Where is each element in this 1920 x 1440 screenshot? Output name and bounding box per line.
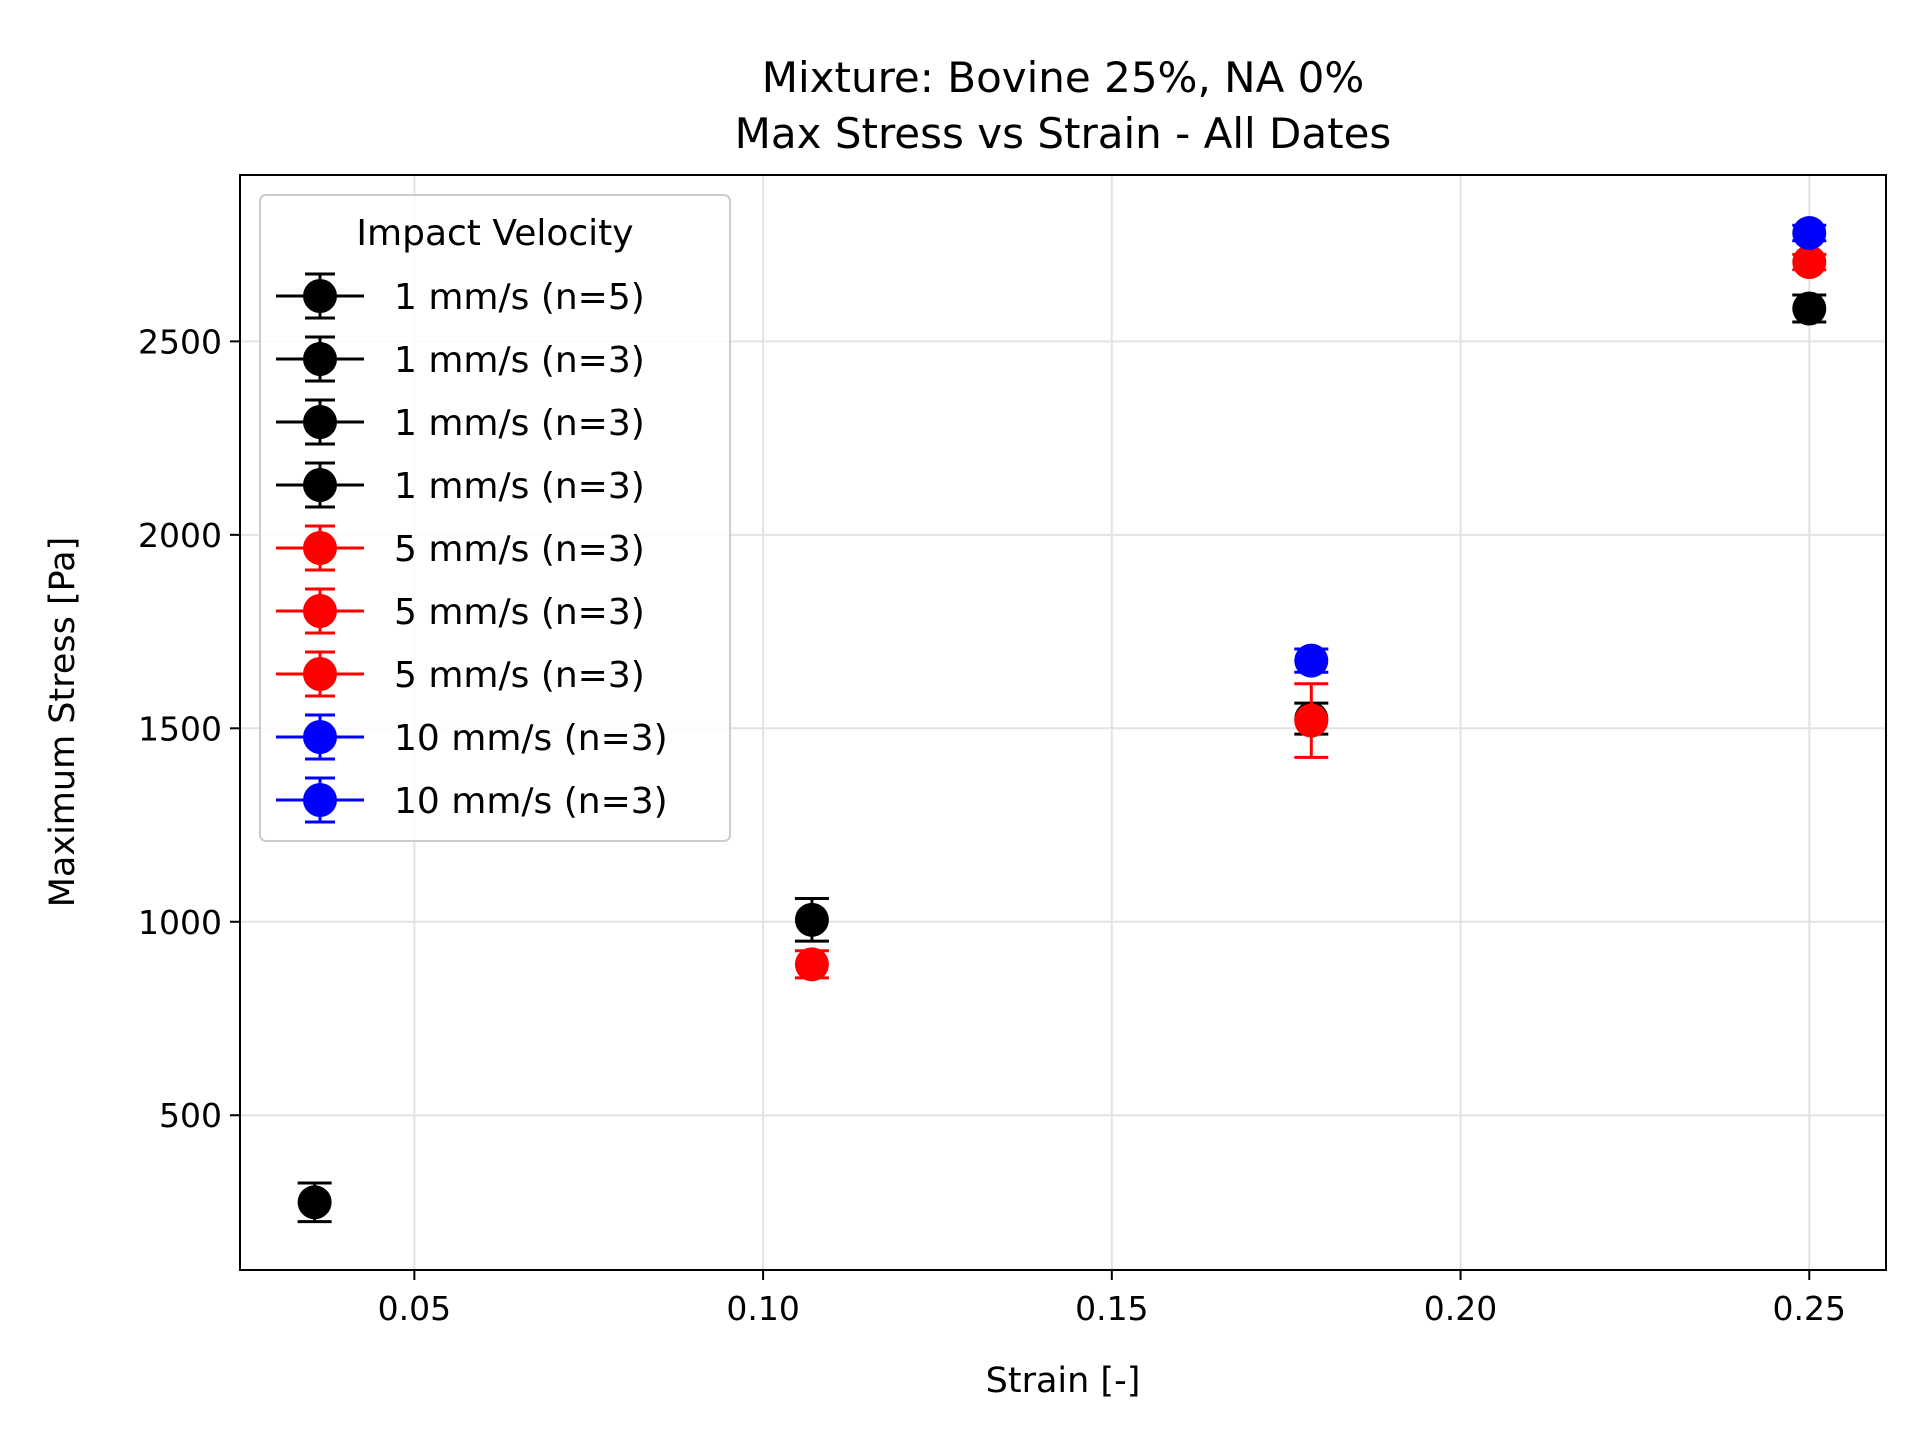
x-axis-label: Strain [-] <box>986 1361 1141 1401</box>
legend-marker <box>303 783 337 817</box>
x-tick-label: 0.15 <box>1075 1289 1148 1328</box>
data-point <box>1294 643 1329 678</box>
legend-marker <box>303 279 337 313</box>
legend-item: 1 mm/s (n=5) <box>276 272 645 320</box>
grid <box>240 175 1886 1270</box>
x-tick-label: 0.05 <box>378 1289 451 1328</box>
data-point <box>297 1185 332 1220</box>
data-point <box>1792 245 1827 280</box>
legend-label: 1 mm/s (n=3) <box>394 466 645 507</box>
y-tick-label: 500 <box>159 1096 222 1135</box>
legend-label: 5 mm/s (n=3) <box>394 655 645 696</box>
y-axis-ticks: 500 1000 1500 2000 2500 <box>138 322 240 1135</box>
y-axis-label: Maximum Stress [Pa] <box>43 537 83 908</box>
legend-label: 10 mm/s (n=3) <box>394 781 668 822</box>
y-tick-label: 1500 <box>138 709 222 748</box>
x-tick-label: 0.20 <box>1424 1289 1497 1328</box>
data-point <box>1792 216 1827 251</box>
legend: Impact Velocity 1 mm/s (n=5) 1 mm/s (n=3)… <box>259 194 731 842</box>
legend-marker <box>303 531 337 565</box>
legend-items: 1 mm/s (n=5) 1 mm/s (n=3) 1 mm/s (n=3) 1 mm… <box>276 272 668 824</box>
y-tick-label: 2500 <box>138 322 222 361</box>
data-point <box>794 902 829 937</box>
legend-item: 5 mm/s (n=3) <box>276 587 645 635</box>
plot-frame <box>239 174 1887 1271</box>
y-tick-label: 1000 <box>138 903 222 942</box>
x-tick-label: 0.10 <box>726 1289 799 1328</box>
legend-item: 1 mm/s (n=3) <box>276 461 645 509</box>
legend-item: 10 mm/s (n=3) <box>276 776 668 824</box>
legend-marker <box>303 720 337 754</box>
legend-label: 10 mm/s (n=3) <box>394 718 668 759</box>
x-tick-label: 0.25 <box>1773 1289 1846 1328</box>
x-axis-ticks: 0.05 0.10 0.15 0.20 0.25 <box>378 1270 1846 1328</box>
data-point <box>1294 703 1329 738</box>
data-markers <box>297 216 1827 1224</box>
data-point <box>1792 291 1827 326</box>
legend-label: 1 mm/s (n=3) <box>394 340 645 381</box>
legend-item: 10 mm/s (n=3) <box>276 713 668 761</box>
legend-label: 1 mm/s (n=3) <box>394 403 645 444</box>
legend-label: 5 mm/s (n=3) <box>394 529 645 570</box>
legend-item: 5 mm/s (n=3) <box>276 650 645 698</box>
legend-item: 5 mm/s (n=3) <box>276 524 645 572</box>
data-point <box>794 947 829 982</box>
legend-label: 5 mm/s (n=3) <box>394 592 645 633</box>
chart-subtitle: Max Stress vs Strain - All Dates <box>735 109 1392 158</box>
chart-title: Mixture: Bovine 25%, NA 0% <box>762 53 1365 102</box>
legend-item: 1 mm/s (n=3) <box>276 398 645 446</box>
legend-label: 1 mm/s (n=5) <box>394 277 645 318</box>
legend-marker <box>303 405 337 439</box>
legend-marker <box>303 657 337 691</box>
legend-title: Impact Velocity <box>356 213 633 254</box>
legend-box <box>259 194 731 842</box>
legend-marker <box>303 342 337 376</box>
legend-marker <box>303 594 337 628</box>
legend-marker <box>303 468 337 502</box>
legend-item: 1 mm/s (n=3) <box>276 335 645 383</box>
y-tick-label: 2000 <box>138 516 222 555</box>
